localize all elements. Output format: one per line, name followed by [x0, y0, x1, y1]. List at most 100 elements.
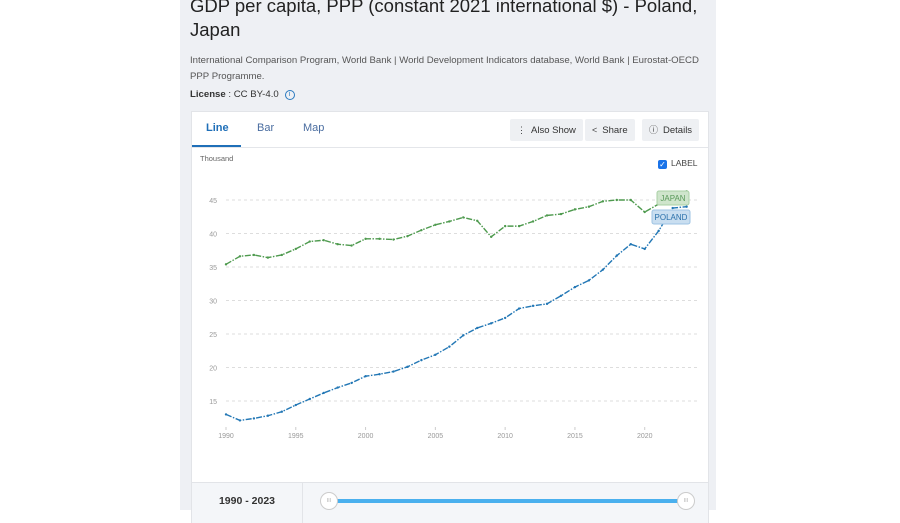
data-point-japan [615, 198, 619, 202]
data-point-japan [224, 263, 228, 266]
data-point-poland [671, 206, 674, 210]
info-circle-icon: ⓘ [649, 125, 659, 135]
info-icon[interactable]: i [284, 90, 295, 100]
data-point-japan [434, 223, 437, 226]
data-point-japan [476, 219, 479, 222]
data-point-japan [587, 205, 591, 208]
data-point-japan [364, 237, 367, 241]
data-point-japan [336, 243, 339, 246]
details-label: Details [663, 125, 693, 136]
data-point-poland [280, 410, 284, 413]
details-button[interactable]: ⓘ Details [642, 119, 700, 141]
series-label-text: JAPAN [660, 194, 685, 203]
share-label: Share [602, 125, 628, 136]
data-point-poland [266, 414, 270, 417]
y-tick-label: 35 [209, 265, 217, 272]
data-point-poland [476, 326, 479, 330]
data-point-japan [420, 228, 423, 232]
y-tick-label: 15 [209, 399, 217, 406]
page-title: GDP per capita, PPP (constant 2021 inter… [190, 0, 698, 40]
data-point-poland [643, 247, 646, 251]
series-label-japan: JAPAN [656, 190, 690, 206]
data-point-poland [434, 353, 437, 356]
data-point-poland [392, 370, 395, 373]
year-range-label: 1990 - 2023 [192, 483, 303, 523]
y-tick-label: 30 [209, 299, 217, 306]
data-point-poland [629, 243, 632, 246]
license: License : CC BY-4.0 i [190, 89, 295, 100]
data-point-japan [392, 238, 395, 241]
data-point-japan [489, 235, 493, 239]
y-tick-label: 45 [209, 198, 217, 205]
data-point-japan [238, 255, 242, 258]
data-point-poland [517, 307, 521, 310]
data-point-japan [629, 198, 632, 202]
x-tick-label: 2010 [497, 433, 513, 440]
series-line-poland [225, 206, 687, 422]
data-point-japan [252, 253, 256, 257]
data-point-poland [601, 268, 605, 271]
series-label-text: POLAND [655, 213, 688, 222]
data-point-poland [238, 419, 242, 422]
also-show-button[interactable]: ⋮ Also Show [510, 119, 583, 141]
data-point-japan [545, 214, 549, 217]
data-point-poland [573, 285, 577, 289]
data-point-japan [280, 253, 284, 257]
chart-card: Line Bar Map ⋮ Also Show < Share ⓘ Details … [191, 111, 709, 523]
y-tick-label: 40 [209, 232, 217, 239]
active-tab-indicator [192, 145, 241, 147]
data-point-japan [573, 208, 577, 211]
license-label: License [190, 89, 226, 100]
also-show-label: Also Show [531, 125, 576, 136]
share-button[interactable]: < Share [585, 119, 635, 141]
license-value: : CC BY-4.0 [225, 89, 279, 100]
x-tick-label: 1990 [218, 433, 234, 440]
tab-bar[interactable]: Bar [257, 122, 275, 134]
source-text: International Comparison Program, World … [190, 55, 699, 82]
tab-line[interactable]: Line [206, 122, 229, 134]
data-point-poland [224, 413, 228, 416]
data-point-poland [615, 254, 619, 257]
x-tick-label: 2000 [358, 433, 374, 440]
data-point-poland [462, 334, 465, 337]
line-chart: 15 20 25 30 35 40 45 1990 1995 2000 2005 2010 2015 20… [209, 190, 700, 440]
data-point-japan [462, 216, 465, 219]
data-point-poland [294, 403, 297, 407]
x-tick-label: 1995 [288, 433, 304, 440]
data-point-poland [657, 229, 660, 233]
x-tick-label: 2015 [567, 433, 583, 440]
data-point-poland [378, 373, 381, 376]
data-point-japan [266, 256, 270, 259]
slider-handle-start[interactable]: III [320, 492, 338, 510]
data-point-poland [336, 386, 339, 389]
y-tick-label: 25 [209, 332, 217, 339]
data-point-japan [503, 224, 507, 228]
label-toggle[interactable]: ✓ LABEL [658, 158, 697, 169]
data-point-poland [685, 205, 688, 208]
data-point-poland [587, 279, 591, 282]
data-point-poland [489, 322, 493, 325]
data-point-poland [420, 358, 423, 362]
slider-track[interactable] [337, 499, 687, 503]
chart-tabs: Line Bar Map ⋮ Also Show < Share ⓘ Details [192, 112, 708, 148]
data-point-japan [350, 244, 353, 247]
tab-map[interactable]: Map [303, 122, 325, 134]
data-point-japan [294, 247, 297, 251]
data-point-japan [531, 220, 535, 223]
label-toggle-text: LABEL [671, 158, 698, 168]
x-tick-label: 2005 [428, 433, 444, 440]
slider-handle-end[interactable]: III [677, 492, 695, 510]
checkbox-checked-icon[interactable]: ✓ [658, 160, 667, 169]
data-point-poland [448, 345, 451, 348]
series-line-japan [225, 190, 687, 265]
more-vertical-icon: ⋮ [517, 125, 526, 135]
data-point-poland [350, 381, 353, 385]
data-point-japan [601, 200, 605, 203]
data-point-poland [322, 391, 325, 395]
y-tick-label: 20 [209, 366, 217, 373]
data-point-poland [559, 294, 563, 298]
data-point-japan [448, 220, 451, 223]
y-axis-unit: Thousand [200, 154, 234, 163]
data-point-japan [517, 224, 521, 228]
data-point-japan [559, 212, 563, 216]
